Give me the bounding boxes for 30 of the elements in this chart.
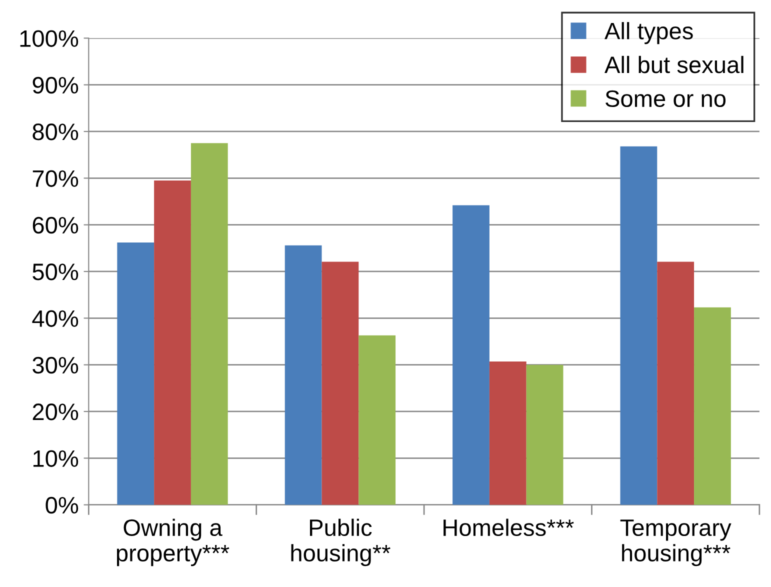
y-tick-label: 70% [32, 170, 78, 187]
y-tick-label: 100% [20, 30, 78, 47]
bar [284, 245, 322, 505]
x-tick-label: Homeless*** [444, 518, 574, 536]
x-tick-label: Public housing** [291, 518, 390, 566]
y-tick-label: 50% [32, 264, 78, 280]
bar [452, 205, 490, 505]
bar [489, 362, 526, 505]
x-tick-label: Owning a property*** [116, 518, 230, 566]
y-tick-label: 30% [32, 356, 78, 374]
y-tick-label: 90% [32, 76, 78, 94]
y-tick-label: 40% [32, 310, 78, 327]
bar [117, 242, 154, 505]
bar [154, 180, 191, 505]
bar [358, 335, 396, 505]
legend-label: Some or no [606, 90, 726, 108]
bar [657, 262, 694, 505]
y-tick-label: 10% [33, 450, 78, 467]
legend-label: All types [604, 22, 693, 44]
y-tick-label: 60% [32, 216, 78, 234]
y-tick-label: 80% [32, 124, 78, 140]
y-tick-label: 0% [46, 496, 78, 514]
x-tick-label: Temporary housing*** [620, 520, 732, 566]
bar [620, 146, 658, 505]
bar [322, 262, 359, 505]
bar [526, 364, 564, 505]
bar [190, 143, 228, 505]
legend-label: All but sexual [604, 56, 744, 74]
bar [694, 307, 731, 505]
y-tick-label: 20% [32, 404, 78, 420]
